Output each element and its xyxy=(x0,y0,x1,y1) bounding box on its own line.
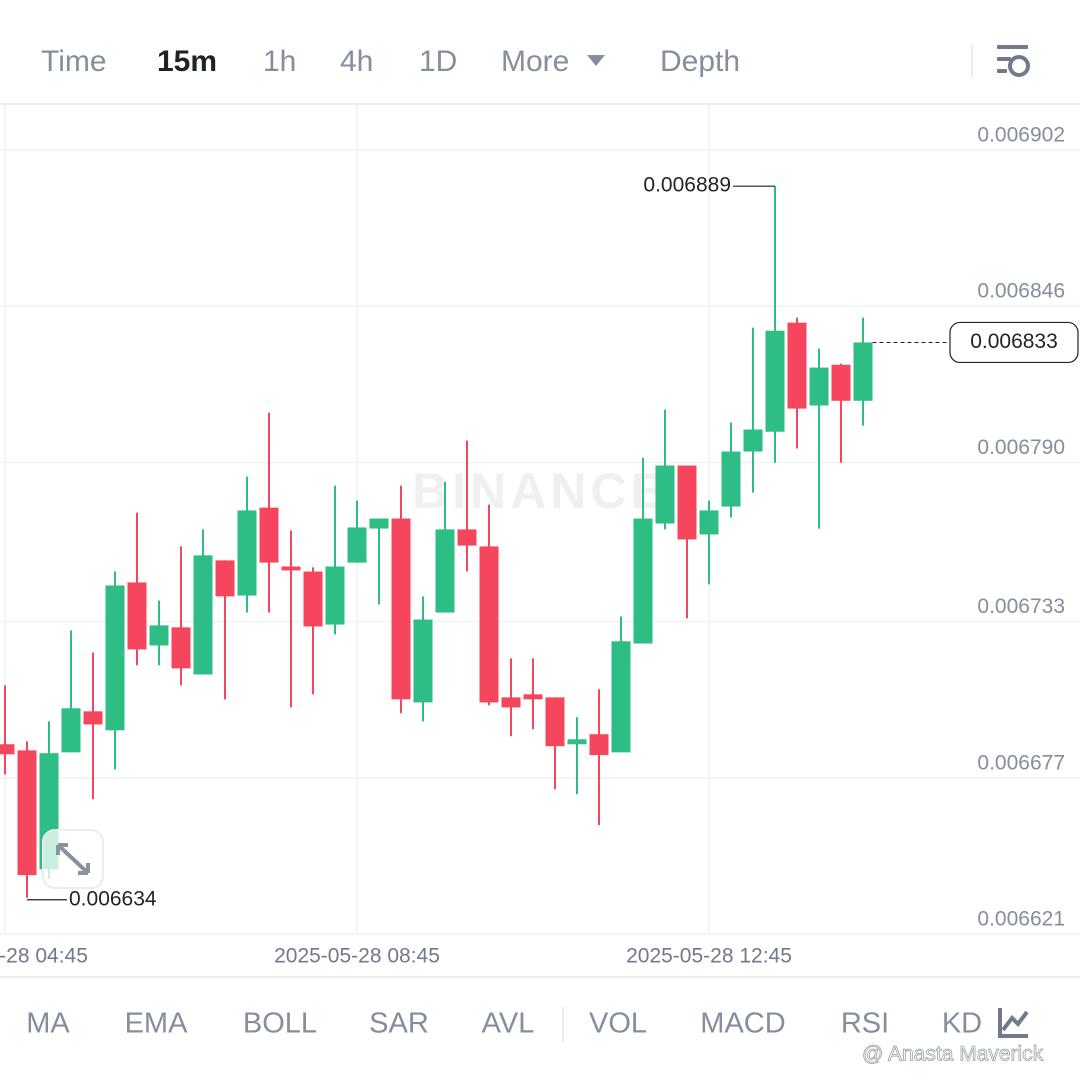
tab[interactable]: Depth xyxy=(660,45,740,78)
y-tick-label: 0.006790 xyxy=(977,436,1065,459)
indicator-tab[interactable]: VOL xyxy=(589,1008,647,1040)
y-tick-label: 0.006902 xyxy=(977,123,1065,146)
candle-body xyxy=(435,529,455,613)
settings-icon[interactable] xyxy=(997,45,1030,77)
candle-body xyxy=(325,566,345,625)
candle-body xyxy=(611,641,631,753)
indicator-tab[interactable]: RSI xyxy=(841,1008,889,1040)
y-tick-label: 0.006677 xyxy=(977,751,1065,774)
tab[interactable]: 1D xyxy=(419,45,457,78)
candle-body xyxy=(633,518,653,644)
candle-body xyxy=(545,697,565,747)
candle-body xyxy=(501,697,521,708)
low-label: 0.006634 xyxy=(69,887,157,910)
candle-body xyxy=(369,518,389,529)
indicator-tab[interactable]: BOLL xyxy=(243,1008,317,1040)
indicator-tab[interactable]: KD xyxy=(942,1008,982,1040)
candle-body xyxy=(809,367,829,406)
x-tick-label: 2025-05-28 08:45 xyxy=(274,945,440,968)
y-tick-label: 0.006621 xyxy=(977,908,1065,931)
plot-area: BINANCE 2025-05-28 04:45 2025-05-28 08:45 2… xyxy=(0,105,1080,968)
current-price: 0.006833 xyxy=(970,330,1058,353)
candle-body xyxy=(523,694,543,700)
candle-body xyxy=(655,465,675,524)
y-tick-label: 0.006733 xyxy=(977,595,1065,618)
candle-body xyxy=(765,330,785,432)
candle-body xyxy=(193,555,213,675)
candle-body xyxy=(479,546,499,703)
indicator-tab[interactable]: SAR xyxy=(369,1008,429,1040)
x-tick-label: 2025-05-28 12:45 xyxy=(626,945,792,968)
indicator-tab[interactable]: MACD xyxy=(700,1008,785,1040)
chart-icon[interactable] xyxy=(998,1008,1029,1038)
candle-body xyxy=(831,364,851,401)
candle-body xyxy=(677,465,697,540)
candle-body xyxy=(149,625,169,646)
candle-body xyxy=(347,527,367,563)
candle-body xyxy=(127,582,147,650)
candle-body xyxy=(237,510,257,596)
candle-body xyxy=(589,734,609,756)
candle-body xyxy=(391,518,411,700)
dropdown-arrow[interactable] xyxy=(587,55,605,66)
indicator-tab[interactable]: EMA xyxy=(125,1008,189,1040)
candle-body xyxy=(457,529,477,546)
y-tick-label: 0.006846 xyxy=(977,280,1065,303)
tab[interactable]: Time xyxy=(41,45,107,78)
price-box xyxy=(949,321,1079,364)
candle-body xyxy=(259,507,279,563)
indicator-tab[interactable]: AVL xyxy=(482,1008,535,1040)
candle-body xyxy=(83,711,103,725)
candle-body xyxy=(567,739,587,745)
expand-button[interactable] xyxy=(42,829,104,889)
high-label: 0.006889 xyxy=(643,174,731,197)
candle-body xyxy=(215,560,235,597)
candle-body xyxy=(413,619,433,703)
candle-body xyxy=(303,571,323,627)
candle-body xyxy=(171,627,191,669)
candle-body xyxy=(721,451,741,507)
candle-body xyxy=(699,510,719,535)
candle-body xyxy=(0,744,15,755)
tab[interactable]: 4h xyxy=(340,45,373,78)
tab-active[interactable]: 15m xyxy=(157,45,217,78)
indicator-bar: MA EMA BOLL SAR AVL VOL MACD RSI KD xyxy=(26,998,1042,1050)
credit-watermark: @ Anasta Maverick xyxy=(862,1043,1044,1066)
tab[interactable]: More xyxy=(501,45,569,78)
candle-body xyxy=(105,585,125,731)
candle-body xyxy=(853,342,873,401)
candle-body xyxy=(743,429,763,452)
watermark: BINANCE xyxy=(412,463,668,519)
indicator-tab[interactable]: MA xyxy=(26,1008,70,1040)
toolbar: Time 15m 1h 4h 1D More Depth xyxy=(0,45,1080,105)
candle-body xyxy=(61,708,81,753)
tab[interactable]: 1h xyxy=(263,45,296,78)
candle-body xyxy=(787,322,807,409)
x-tick-label: 2025-05-28 04:45 xyxy=(0,945,88,968)
icon-backdrop xyxy=(986,998,1042,1050)
candle-body xyxy=(281,566,301,571)
candle-body xyxy=(17,750,37,876)
